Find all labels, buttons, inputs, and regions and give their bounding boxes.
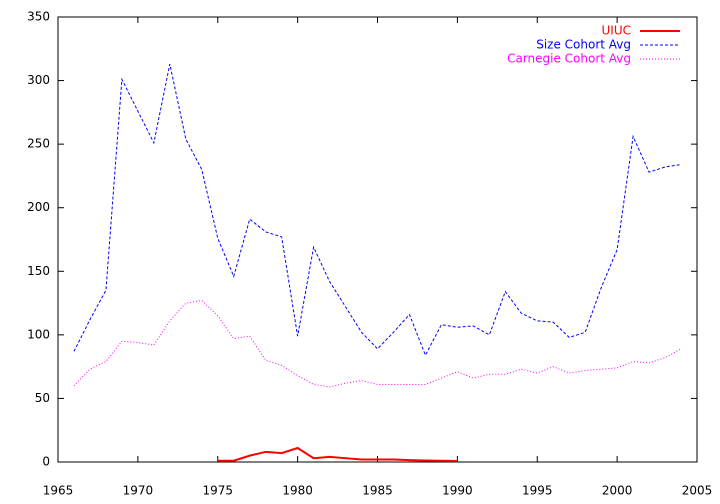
- y-tick-label: 50: [35, 391, 50, 405]
- series-line: [73, 299, 682, 388]
- legend-label: Carnegie Cohort Avg: [507, 52, 631, 66]
- legend-label: Size Cohort Avg: [536, 38, 631, 52]
- y-tick-label: 350: [27, 10, 50, 24]
- x-tick-label: 1985: [362, 484, 393, 498]
- y-tick-label: 0: [42, 455, 50, 469]
- series-line: [217, 446, 458, 462]
- y-tick-label: 250: [27, 137, 50, 151]
- plot-frame: [57, 16, 698, 463]
- x-tick-label: 2000: [602, 484, 633, 498]
- x-tick-label: 1965: [43, 484, 74, 498]
- y-tick-label: 300: [27, 73, 50, 87]
- legend-label: UIUC: [602, 24, 631, 38]
- x-tick-label: 1970: [123, 484, 154, 498]
- x-tick-label: 1980: [282, 484, 313, 498]
- x-tick-label: 1995: [522, 484, 553, 498]
- series-line: [73, 63, 682, 357]
- x-tick-label: 2005: [682, 484, 713, 498]
- x-tick-label: 1990: [442, 484, 473, 498]
- y-tick-label: 200: [27, 200, 50, 214]
- y-tick-label: 100: [27, 327, 50, 341]
- x-tick-label: 1975: [202, 484, 233, 498]
- y-tick-label: 150: [27, 264, 50, 278]
